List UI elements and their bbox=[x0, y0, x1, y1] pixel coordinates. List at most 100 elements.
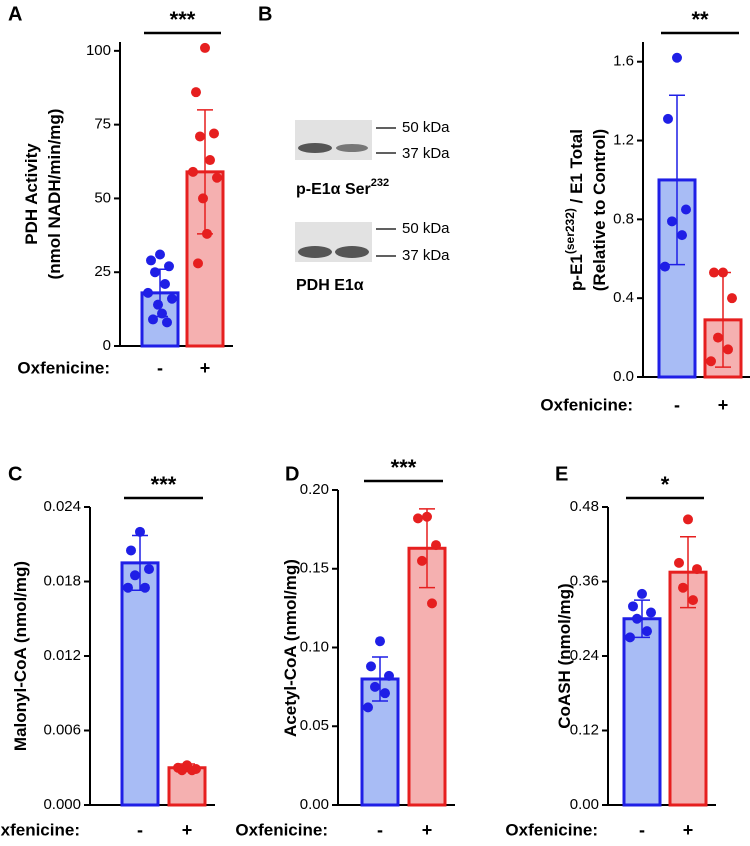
data-point bbox=[146, 255, 156, 266]
blot-label-sup: 232 bbox=[371, 177, 389, 189]
data-point bbox=[637, 588, 647, 599]
data-point bbox=[123, 582, 133, 593]
data-point bbox=[202, 228, 212, 239]
data-point bbox=[718, 267, 728, 278]
data-point bbox=[144, 564, 154, 575]
data-point bbox=[205, 155, 215, 166]
data-point bbox=[188, 166, 198, 177]
x-tick-label: + bbox=[182, 820, 193, 840]
data-point bbox=[713, 332, 723, 343]
y-tick-label: 50 bbox=[94, 189, 111, 206]
y-tick-label: 0.48 bbox=[570, 498, 599, 515]
data-point bbox=[212, 172, 222, 183]
data-point bbox=[167, 293, 177, 304]
data-point bbox=[678, 582, 688, 593]
data-point bbox=[628, 601, 638, 612]
y-tick-label: 0.10 bbox=[300, 638, 329, 655]
x-tick-label: + bbox=[718, 395, 729, 415]
x-axis-label: Oxfenicine: bbox=[235, 820, 328, 839]
data-point bbox=[200, 42, 210, 53]
data-point bbox=[366, 661, 376, 672]
data-point bbox=[422, 511, 432, 522]
y-tick-label: 0.018 bbox=[43, 572, 81, 589]
data-point bbox=[688, 595, 698, 606]
x-tick-label: + bbox=[683, 820, 694, 840]
data-point bbox=[672, 52, 682, 63]
y-axis-label: p-E1(ser232) / E1 Total bbox=[563, 129, 586, 291]
y-axis-label-text: (Relative to Control) bbox=[590, 129, 609, 291]
data-point bbox=[646, 607, 656, 618]
data-point bbox=[363, 702, 373, 713]
x-axis-label: Oxfenicine: bbox=[505, 820, 598, 839]
data-point bbox=[632, 613, 642, 624]
x-tick-label: - bbox=[639, 820, 645, 840]
y-tick-label: 0.4 bbox=[613, 289, 634, 306]
blot-band bbox=[335, 246, 369, 258]
data-point bbox=[663, 113, 673, 124]
y-axis-label: (nmol NADH/min/mg) bbox=[45, 109, 64, 280]
y-tick-label: 0.05 bbox=[300, 717, 329, 734]
y-axis-label-text: p-E1 bbox=[567, 254, 586, 291]
error-bar bbox=[419, 508, 435, 589]
data-point bbox=[706, 356, 716, 367]
y-tick-label: 0.36 bbox=[570, 572, 599, 589]
error-bar bbox=[669, 94, 685, 266]
x-axis-label: Oxfenicine: bbox=[0, 820, 80, 839]
blot-label: p-E1α Ser232 bbox=[296, 177, 389, 198]
y-axis-label-text: Malonyl-CoA (nmol/mg) bbox=[11, 561, 30, 751]
y-tick-label: 75 bbox=[94, 116, 111, 133]
y-tick-label: 0.00 bbox=[570, 796, 599, 813]
data-point bbox=[674, 557, 684, 568]
y-tick-label: 0.0 bbox=[613, 368, 634, 385]
y-axis-label-text: PDH Activity bbox=[22, 143, 41, 245]
significance-label: *** bbox=[391, 455, 417, 480]
x-tick-label: - bbox=[377, 820, 383, 840]
data-point bbox=[413, 513, 423, 524]
panel-label: B bbox=[258, 3, 272, 25]
significance-label: ** bbox=[691, 7, 709, 32]
data-point bbox=[130, 570, 140, 581]
data-point bbox=[667, 216, 677, 227]
x-tick-label: + bbox=[422, 820, 433, 840]
data-point bbox=[148, 314, 158, 325]
data-point bbox=[153, 299, 163, 310]
panel-label: C bbox=[8, 463, 22, 485]
data-point bbox=[723, 344, 733, 355]
bar bbox=[185, 170, 225, 348]
data-point bbox=[370, 681, 380, 692]
data-point bbox=[177, 765, 187, 776]
data-point bbox=[157, 308, 167, 319]
data-point bbox=[709, 267, 719, 278]
x-tick-label: - bbox=[674, 395, 680, 415]
marker-label: 50 kDa bbox=[402, 119, 450, 136]
data-point bbox=[150, 267, 160, 278]
data-point bbox=[191, 87, 201, 98]
data-point bbox=[375, 636, 385, 647]
error-bar bbox=[680, 536, 696, 609]
data-point bbox=[431, 540, 441, 551]
y-tick-label: 100 bbox=[86, 42, 111, 59]
y-axis-label: Acetyl-CoA (nmol/mg) bbox=[281, 559, 300, 737]
y-tick-label: 0.006 bbox=[43, 721, 81, 738]
data-point bbox=[143, 287, 153, 298]
x-tick-label: + bbox=[200, 358, 211, 378]
data-point bbox=[625, 632, 635, 643]
data-point bbox=[198, 193, 208, 204]
y-axis-label: CoASH (nmol/mg) bbox=[555, 583, 574, 728]
marker-label: 37 kDa bbox=[402, 247, 450, 264]
y-axis-label-text: CoASH (nmol/mg) bbox=[555, 583, 574, 728]
blot-label-text: p-E1α Ser bbox=[296, 181, 371, 198]
data-point bbox=[164, 261, 174, 272]
data-point bbox=[140, 582, 150, 593]
y-axis-label: PDH Activity bbox=[22, 143, 41, 245]
data-point bbox=[193, 258, 203, 269]
data-point bbox=[384, 670, 394, 681]
y-axis-label-sup: (ser232) bbox=[563, 208, 577, 254]
y-tick-label: 0.20 bbox=[300, 481, 329, 498]
data-point bbox=[642, 626, 652, 637]
data-point bbox=[155, 249, 165, 260]
y-tick-label: 1.2 bbox=[613, 131, 634, 148]
y-tick-label: 0 bbox=[103, 337, 111, 354]
data-point bbox=[660, 261, 670, 272]
